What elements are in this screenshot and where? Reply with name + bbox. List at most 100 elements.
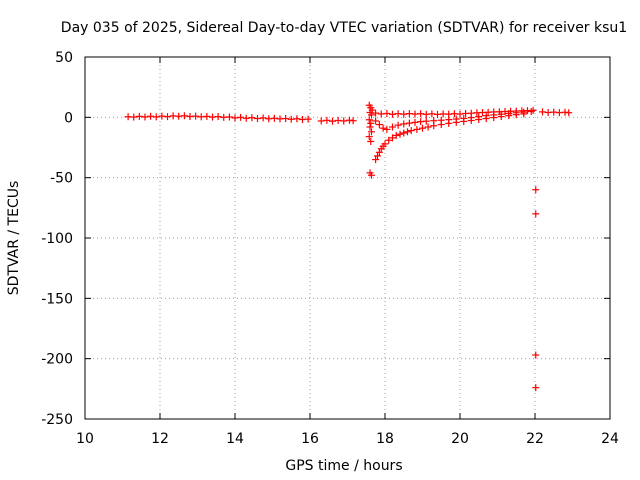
data-point [400, 120, 408, 128]
data-point [141, 113, 149, 121]
data-point [152, 113, 160, 121]
data-point [147, 112, 155, 120]
data-point [532, 210, 540, 218]
y-tick-label: 50 [55, 50, 73, 66]
data-point [445, 119, 453, 127]
data-point [368, 128, 375, 136]
data-point [424, 123, 432, 131]
x-tick-label: 10 [76, 431, 94, 447]
data-point [430, 122, 438, 130]
data-point [407, 127, 415, 135]
data-point [270, 114, 278, 122]
data-point [349, 117, 357, 125]
data-point [413, 125, 421, 133]
data-point [467, 116, 475, 124]
data-point [237, 113, 245, 121]
axis-ticks: 10 12 14 16 18 20 22 24 50 0 -50 -100 -150 -200 -250 [41, 50, 619, 447]
data-point [180, 112, 188, 120]
y-tick-label: -150 [41, 291, 73, 307]
data-point [225, 113, 233, 121]
x-tick-label: 22 [526, 431, 544, 447]
data-point [404, 128, 411, 136]
data-point [372, 117, 380, 125]
data-point [405, 119, 413, 127]
series-lower-branch [372, 110, 528, 164]
data-point [372, 156, 380, 164]
data-point [392, 131, 400, 139]
data-point [527, 108, 535, 116]
y-tick-label: -50 [50, 171, 73, 187]
data-point [192, 112, 200, 120]
data-point [389, 123, 396, 131]
data-point [329, 117, 336, 125]
y-tick-label: -100 [41, 231, 73, 247]
x-tick-label: 18 [376, 431, 394, 447]
data-point [367, 137, 375, 145]
data-point [475, 116, 483, 124]
data-point [394, 121, 402, 129]
data-point [282, 115, 290, 123]
data-point [532, 351, 540, 359]
data-point [400, 110, 408, 118]
data-point [419, 124, 426, 132]
y-tick-label: -250 [41, 412, 73, 428]
data-point [368, 111, 375, 119]
data-point [130, 113, 138, 121]
data-point [379, 124, 387, 132]
data-point [248, 114, 256, 122]
data-series [124, 101, 573, 392]
data-point [565, 109, 573, 117]
data-point [368, 171, 375, 179]
data-point [520, 110, 528, 118]
data-point [317, 117, 325, 125]
data-point [512, 111, 520, 119]
series-upper-branch [372, 106, 537, 118]
data-point [365, 116, 373, 124]
data-point [375, 121, 383, 129]
y-axis-label: SDTVAR / TECUs [6, 181, 22, 296]
series-outliers-at-22 [532, 186, 540, 392]
data-point [214, 113, 222, 121]
data-point [365, 133, 373, 141]
data-point [372, 109, 380, 117]
data-point [383, 109, 391, 117]
data-point [389, 110, 396, 118]
data-point [411, 118, 419, 126]
data-point [304, 115, 312, 123]
data-point [497, 113, 505, 121]
data-point [490, 114, 498, 122]
data-point [385, 136, 393, 144]
data-point [456, 110, 464, 118]
y-tick-label: 0 [64, 110, 73, 126]
data-point [383, 125, 391, 133]
x-tick-label: 16 [301, 431, 319, 447]
data-point [242, 114, 250, 122]
data-point [164, 113, 171, 121]
data-point [366, 123, 374, 131]
data-point [428, 110, 436, 118]
data-point [367, 119, 375, 127]
data-point [135, 112, 143, 120]
data-point [323, 116, 331, 124]
series-main-band [124, 112, 357, 125]
data-point [437, 121, 445, 129]
data-point [396, 130, 404, 138]
x-tick-label: 12 [151, 431, 169, 447]
y-tick-label: -200 [41, 352, 73, 368]
data-point [374, 152, 381, 160]
data-point [539, 108, 546, 116]
data-point [505, 112, 513, 120]
data-point [254, 115, 261, 123]
x-tick-label: 14 [226, 431, 244, 447]
x-axis-label: GPS time / hours [285, 458, 402, 474]
data-point [422, 117, 430, 125]
x-tick-label: 20 [451, 431, 469, 447]
chart-title: Day 035 of 2025, Sidereal Day-to-day VTE… [61, 20, 627, 36]
data-point [231, 114, 239, 122]
data-point [340, 117, 348, 125]
data-point [293, 115, 301, 123]
data-point [532, 384, 540, 392]
series-tail [539, 108, 573, 117]
